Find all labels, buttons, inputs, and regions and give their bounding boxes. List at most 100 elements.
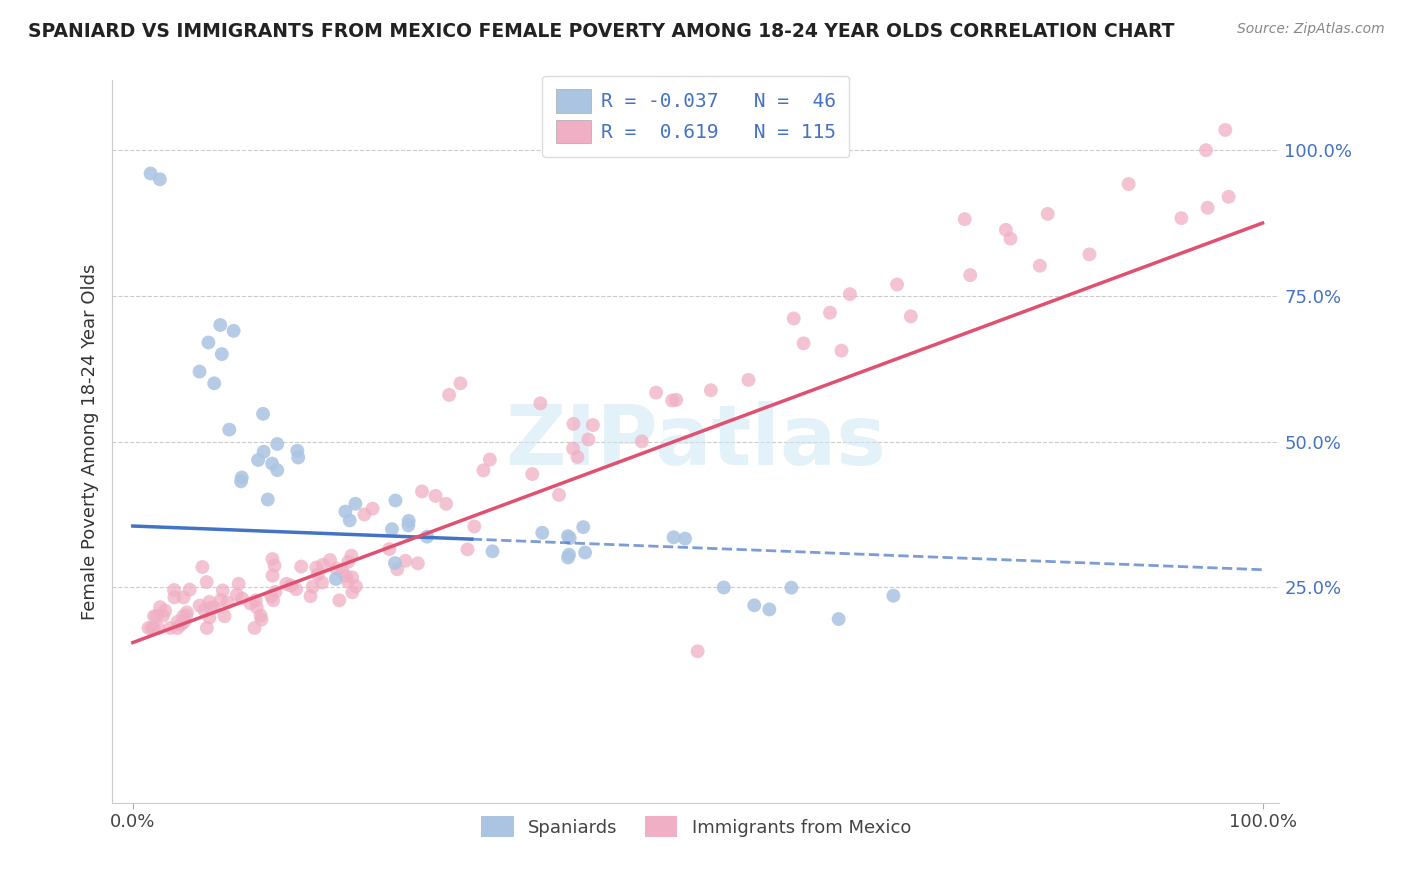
Point [336,574,359,589]
Point [378,542,401,557]
Point [141,621,163,635]
Point [900,310,922,324]
Point [305,560,328,574]
Point [200,600,222,615]
Point [1078,247,1101,261]
Point [478,452,501,467]
Point [381,522,404,536]
Point [387,562,409,576]
Point [266,463,288,477]
Point [882,589,904,603]
Point [195,621,218,635]
Point [953,212,976,227]
Point [463,519,485,533]
Point [337,555,360,569]
Point [411,484,433,499]
Point [209,318,232,332]
Point [1036,207,1059,221]
Point [163,582,186,597]
Point [214,609,236,624]
Point [246,600,269,615]
Point [830,343,852,358]
Point [260,589,283,603]
Point [285,582,308,596]
Point [211,583,233,598]
Point [146,621,169,635]
Point [256,492,278,507]
Point [662,530,685,544]
Point [280,578,302,592]
Point [416,530,439,544]
Point [249,608,271,623]
Point [225,588,247,602]
Point [229,475,252,489]
Point [172,609,194,624]
Point [437,388,460,402]
Point [312,558,335,572]
Point [827,612,849,626]
Point [202,376,225,391]
Point [582,418,605,433]
Point [252,407,274,421]
Point [166,615,188,629]
Point [139,167,162,181]
Point [576,433,599,447]
Point [188,599,211,613]
Point [1213,123,1236,137]
Point [195,575,218,590]
Point [191,560,214,574]
Point [179,582,201,597]
Point [299,589,322,603]
Legend: Spaniards, Immigrants from Mexico: Spaniards, Immigrants from Mexico [474,809,918,845]
Point [783,311,806,326]
Point [398,514,420,528]
Point [335,569,357,583]
Point [631,434,654,449]
Point [149,600,172,615]
Point [1197,201,1219,215]
Point [574,545,596,559]
Point [361,501,384,516]
Point [188,365,211,379]
Point [202,600,225,615]
Point [472,463,495,477]
Point [713,581,735,595]
Point [522,467,544,481]
Point [531,525,554,540]
Point [142,621,165,635]
Point [673,532,696,546]
Point [176,606,198,620]
Point [342,585,364,599]
Point [339,513,361,527]
Point [994,223,1017,237]
Point [264,584,287,599]
Point [344,497,367,511]
Point [170,617,193,632]
Point [700,384,723,398]
Point [396,518,419,533]
Point [253,444,276,458]
Point [159,621,181,635]
Point [342,570,364,584]
Point [262,457,284,471]
Point [562,417,585,431]
Point [262,552,284,566]
Point [758,602,780,616]
Point [228,576,250,591]
Point [222,324,245,338]
Point [231,591,253,606]
Point [425,489,447,503]
Point [325,561,347,575]
Point [263,558,285,573]
Text: Source: ZipAtlas.com: Source: ZipAtlas.com [1237,22,1385,37]
Point [311,575,333,590]
Point [1118,177,1140,191]
Point [319,553,342,567]
Point [245,593,267,607]
Point [558,548,581,562]
Point [456,542,478,557]
Point [193,603,215,617]
Point [247,453,270,467]
Point [209,593,232,607]
Point [174,608,197,623]
